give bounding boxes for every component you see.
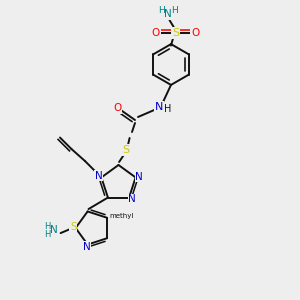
Text: H: H	[158, 6, 164, 15]
Text: N: N	[164, 9, 172, 20]
Text: S: S	[70, 222, 76, 233]
Text: N: N	[94, 171, 102, 181]
Text: N: N	[155, 101, 163, 112]
Text: N: N	[128, 194, 136, 204]
Text: H: H	[44, 222, 51, 231]
Text: S: S	[122, 145, 130, 155]
Text: O: O	[191, 28, 199, 38]
Text: H: H	[164, 104, 171, 114]
Text: O: O	[152, 28, 160, 38]
Text: H: H	[44, 230, 51, 239]
Text: N: N	[135, 172, 143, 182]
Text: S: S	[172, 28, 179, 38]
Text: N: N	[83, 242, 91, 252]
Text: H: H	[172, 6, 178, 15]
Text: O: O	[113, 103, 121, 113]
Text: N: N	[50, 225, 58, 236]
Text: methyl: methyl	[109, 213, 134, 219]
